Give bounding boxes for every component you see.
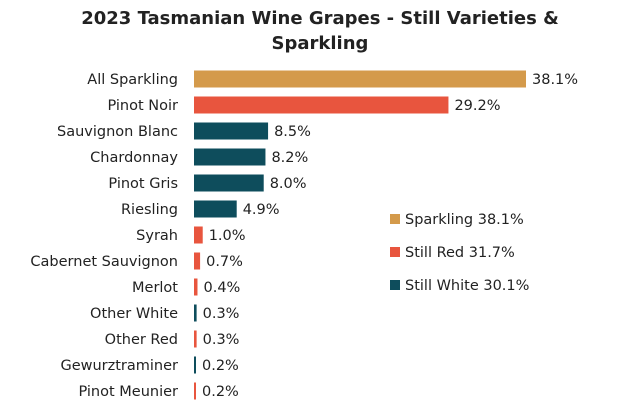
value-label-pinot-noir: 29.2% xyxy=(454,98,500,114)
value-label-pinot-gris: 8.0% xyxy=(270,176,307,192)
bar-merlot xyxy=(194,278,198,296)
category-label-pinot-noir: Pinot Noir xyxy=(107,98,178,114)
bar-all-sparkling xyxy=(194,70,526,88)
legend-swatch-white xyxy=(390,280,400,290)
value-label-pinot-meunier: 0.2% xyxy=(202,384,239,400)
category-label-merlot: Merlot xyxy=(132,280,178,296)
value-label-cabernet-sauvignon: 0.7% xyxy=(206,254,243,270)
bar-syrah xyxy=(194,226,203,244)
category-label-cabernet-sauvignon: Cabernet Sauvignon xyxy=(30,254,178,270)
bar-riesling xyxy=(194,200,237,218)
value-label-gewurztraminer: 0.2% xyxy=(202,358,239,374)
value-label-merlot: 0.4% xyxy=(203,280,240,296)
chart-title: 2023 Tasmanian Wine Grapes - Still Varie… xyxy=(81,8,559,54)
bar-other-red xyxy=(194,330,197,348)
value-label-riesling: 4.9% xyxy=(243,202,280,218)
bars-layer xyxy=(194,70,526,400)
category-label-pinot-gris: Pinot Gris xyxy=(108,176,178,192)
labels-layer: All Sparkling 38.1% Pinot Noir 29.2% Sauvign… xyxy=(30,72,578,400)
bar-cabernet-sauvignon xyxy=(194,252,201,270)
category-label-pinot-meunier: Pinot Meunier xyxy=(78,384,178,400)
bar-pinot-meunier xyxy=(194,382,196,400)
category-label-riesling: Riesling xyxy=(121,202,178,218)
bar-sauvignon-blanc xyxy=(194,122,269,140)
value-label-chardonnay: 8.2% xyxy=(271,150,308,166)
category-label-syrah: Syrah xyxy=(136,228,178,244)
value-label-other-red: 0.3% xyxy=(203,332,240,348)
category-label-all-sparkling: All Sparkling xyxy=(87,72,178,88)
category-label-gewurztraminer: Gewurztraminer xyxy=(60,358,178,374)
category-label-other-red: Other Red xyxy=(105,332,178,348)
value-label-sauvignon-blanc: 8.5% xyxy=(274,124,311,140)
category-label-chardonnay: Chardonnay xyxy=(90,150,178,166)
bar-pinot-noir xyxy=(194,96,449,114)
legend-label-red: Still Red 31.7% xyxy=(405,245,515,261)
value-label-all-sparkling: 38.1% xyxy=(532,72,578,88)
legend-swatch-red xyxy=(390,247,400,257)
category-label-sauvignon-blanc: Sauvignon Blanc xyxy=(57,124,178,140)
bar-gewurztraminer xyxy=(194,356,196,374)
bar-other-white xyxy=(194,304,197,322)
legend: Sparkling 38.1% Still Red 31.7% Still Whit… xyxy=(390,212,529,294)
bar-pinot-gris xyxy=(194,174,264,192)
value-label-other-white: 0.3% xyxy=(203,306,240,322)
legend-swatch-sparkling xyxy=(390,214,400,224)
value-label-syrah: 1.0% xyxy=(209,228,246,244)
legend-label-sparkling: Sparkling 38.1% xyxy=(405,212,524,228)
category-label-other-white: Other White xyxy=(90,306,178,322)
bar-chardonnay xyxy=(194,148,266,166)
legend-label-white: Still White 30.1% xyxy=(405,278,529,294)
